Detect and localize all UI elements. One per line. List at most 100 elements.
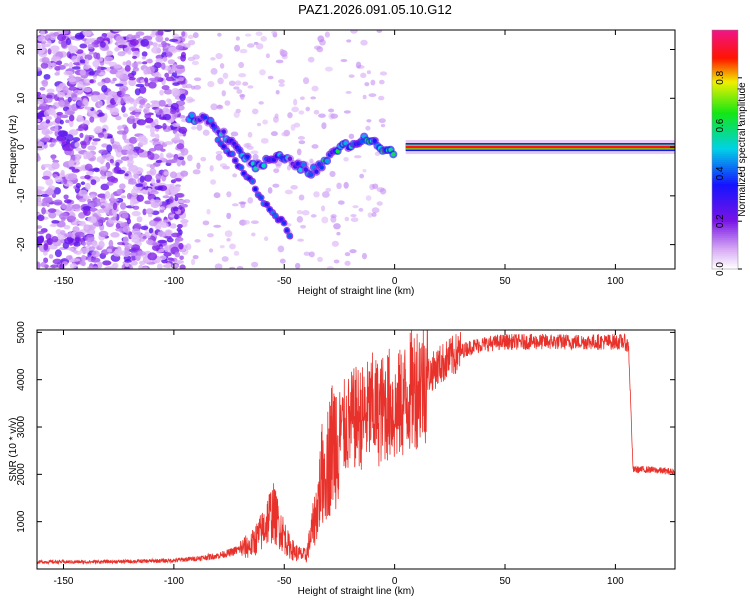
noise-blob: [279, 48, 285, 56]
noise-blob: [143, 107, 150, 115]
noise-blob: [87, 266, 94, 269]
colorbar-step: [712, 85, 738, 89]
noise-blob: [155, 133, 160, 140]
colorbar-step: [712, 255, 738, 258]
noise-blob: [87, 43, 95, 50]
branch-core: [238, 165, 243, 170]
branch-core: [259, 195, 264, 200]
noise-blob: [102, 131, 108, 140]
noise-blob: [122, 236, 129, 244]
ridge-core: [391, 152, 396, 157]
colorbar-step: [712, 181, 738, 184]
noise-blob: [85, 182, 91, 191]
noise-blob: [60, 169, 65, 176]
noise-blob: [219, 245, 225, 249]
noise-blob: [206, 233, 214, 238]
noise-blob: [176, 227, 182, 232]
noise-blob: [101, 154, 108, 159]
noise-blob: [63, 62, 70, 67]
x-tick-label: -150: [53, 276, 73, 287]
noise-blob: [379, 79, 385, 85]
noise-blob: [100, 205, 105, 209]
colorbar-step: [712, 93, 738, 97]
noise-blob: [352, 205, 359, 209]
noise-blob: [98, 149, 109, 154]
noise-blob: [238, 201, 247, 205]
noise-blob: [164, 37, 169, 42]
noise-blob: [172, 122, 181, 127]
noise-blob: [129, 47, 140, 51]
noise-blob: [149, 126, 155, 135]
branch-core: [284, 228, 289, 233]
noise-blob: [90, 216, 97, 224]
noise-blob: [136, 250, 146, 256]
noise-blob: [159, 89, 164, 96]
noise-blob: [54, 176, 63, 183]
noise-blob: [40, 261, 46, 268]
colorbar-step: [712, 253, 738, 256]
x-tick-label: -100: [164, 276, 184, 287]
noise-blob: [267, 75, 274, 80]
noise-blob: [67, 215, 76, 223]
noise-blob: [97, 209, 104, 213]
y-tick-label: 2000: [16, 463, 27, 486]
noise-blob: [139, 85, 147, 94]
noise-blob: [275, 59, 284, 64]
colorbar-step: [712, 45, 738, 49]
x-tick-label: -150: [53, 576, 73, 587]
noise-blob: [69, 263, 78, 269]
noise-blob: [317, 35, 325, 43]
noise-blob: [122, 225, 131, 233]
noise-blob: [336, 231, 341, 236]
noise-blob: [127, 72, 135, 79]
colorbar-step: [712, 229, 738, 232]
noise-blob: [217, 32, 222, 37]
noise-blob: [109, 80, 115, 84]
noise-blob: [362, 94, 367, 100]
noise-blob: [242, 81, 249, 86]
noise-blob: [54, 124, 59, 132]
colorbar-step: [712, 161, 738, 165]
x-tick-label: -50: [277, 576, 292, 587]
noise-blob: [330, 214, 337, 219]
noise-blob: [41, 128, 50, 136]
noise-blob: [236, 89, 243, 94]
noise-blob: [132, 55, 138, 60]
noise-blob: [45, 104, 50, 110]
noise-blob: [115, 150, 122, 158]
noise-blob: [93, 127, 103, 133]
ridge-core: [301, 162, 306, 167]
noise-blob: [120, 195, 127, 199]
noise-blob: [215, 52, 223, 60]
noise-blob: [238, 73, 247, 78]
noise-blob: [63, 30, 69, 35]
tone-core: [405, 145, 675, 149]
noise-blob: [45, 119, 51, 124]
noise-blob: [69, 166, 76, 170]
noise-blob: [185, 83, 193, 89]
colorbar-step: [712, 171, 738, 174]
noise-blob: [345, 90, 352, 94]
noise-blob: [40, 137, 50, 143]
noise-blob: [42, 163, 53, 168]
colorbar-step: [712, 199, 738, 202]
colorbar-step: [712, 153, 738, 157]
noise-blob: [116, 169, 126, 174]
ridge-core: [253, 166, 258, 171]
noise-blob: [169, 171, 178, 179]
colorbar-step: [712, 43, 738, 47]
noise-blob: [111, 216, 117, 221]
noise-blob: [39, 86, 46, 91]
x-axis-label: Height of straight line (km): [298, 586, 415, 597]
noise-blob: [81, 254, 86, 262]
noise-blob: [145, 239, 154, 245]
colorbar-step: [712, 175, 738, 178]
noise-blob: [79, 132, 84, 139]
noise-blob: [51, 56, 62, 62]
noise-blob: [379, 187, 387, 195]
noise-blob: [163, 252, 172, 257]
noise-blob: [41, 202, 48, 207]
noise-blob: [157, 186, 163, 191]
noise-blob: [368, 93, 377, 98]
noise-blob: [172, 82, 180, 86]
